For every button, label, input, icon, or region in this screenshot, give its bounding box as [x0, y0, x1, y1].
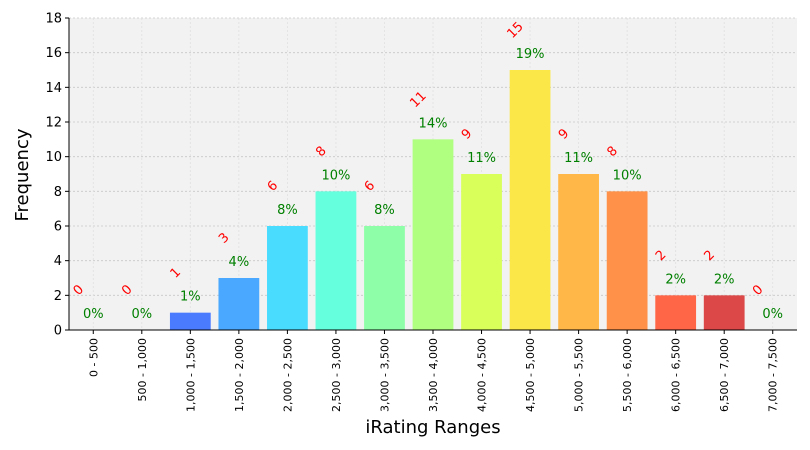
y-tick-label: 14	[45, 81, 62, 96]
y-tick-label: 8	[54, 185, 62, 200]
percent-label: 14%	[419, 116, 448, 131]
x-tick-label: 4,000 - 4,500	[476, 338, 489, 412]
x-tick-label: 1,000 - 1,500	[184, 338, 197, 412]
x-tick-label: 1,500 - 2,000	[233, 338, 246, 412]
percent-label: 19%	[516, 47, 545, 62]
bar-labels: 0%00%0 1%14%38%610%88%614%1111%919%1511%9…	[71, 19, 783, 322]
x-tick-label: 0 - 500	[87, 338, 100, 377]
y-tick-label: 10	[45, 150, 62, 165]
bar	[703, 295, 745, 330]
x-tick-label: 6,000 - 6,500	[670, 338, 683, 412]
y-tick-label: 16	[45, 46, 62, 61]
x-tick-label: 3,500 - 4,000	[427, 338, 440, 412]
percent-label: 0%	[83, 307, 104, 322]
x-tick-label: 5,000 - 5,500	[573, 338, 586, 412]
x-tick-label: 7,000 - 7,500	[767, 338, 780, 412]
bar	[655, 295, 697, 330]
percent-label: 10%	[321, 168, 350, 183]
x-tick-label: 500 - 1,000	[136, 338, 149, 401]
bar	[606, 191, 648, 330]
axes: 0 2 4 6 8 10 12 14 16 18 0 - 500 500 - 1,000 1,000 -…	[45, 12, 797, 412]
percent-label: 1%	[180, 290, 201, 305]
y-tick-label: 4	[54, 254, 62, 269]
x-tick-label: 3,000 - 3,500	[378, 338, 391, 412]
y-tick-label: 12	[45, 116, 62, 131]
y-tick-label: 6	[54, 220, 62, 235]
bar	[558, 174, 599, 330]
y-axis-label: Frequency	[12, 128, 33, 221]
percent-label: 4%	[229, 255, 250, 270]
bar	[169, 312, 211, 330]
bar	[315, 191, 357, 330]
bar	[267, 226, 308, 330]
x-tick-label: 5,500 - 6,000	[621, 338, 634, 412]
x-tick-label: 2,500 - 3,000	[330, 338, 343, 412]
y-tick-label: 18	[45, 12, 62, 27]
bar	[412, 139, 454, 330]
bar	[461, 174, 502, 330]
percent-label: 0%	[762, 307, 783, 322]
percent-label: 10%	[613, 168, 642, 183]
percent-label: 8%	[277, 203, 298, 218]
percent-label: 2%	[665, 272, 686, 287]
percent-label: 8%	[374, 203, 395, 218]
percent-label: 0%	[131, 307, 152, 322]
bars	[169, 70, 745, 330]
bar	[364, 226, 405, 330]
percent-label: 11%	[467, 151, 496, 166]
x-tick-label: 4,500 - 5,000	[524, 338, 537, 412]
x-axis-label: iRating Ranges	[365, 417, 500, 438]
bar	[218, 278, 260, 330]
y-tick-label: 2	[54, 289, 62, 304]
percent-label: 11%	[564, 151, 593, 166]
y-tick-label: 0	[54, 324, 62, 339]
bar	[509, 70, 551, 330]
x-tick-label: 2,000 - 2,500	[281, 338, 294, 412]
percent-label: 2%	[714, 272, 735, 287]
x-tick-label: 6,500 - 7,000	[718, 338, 731, 412]
